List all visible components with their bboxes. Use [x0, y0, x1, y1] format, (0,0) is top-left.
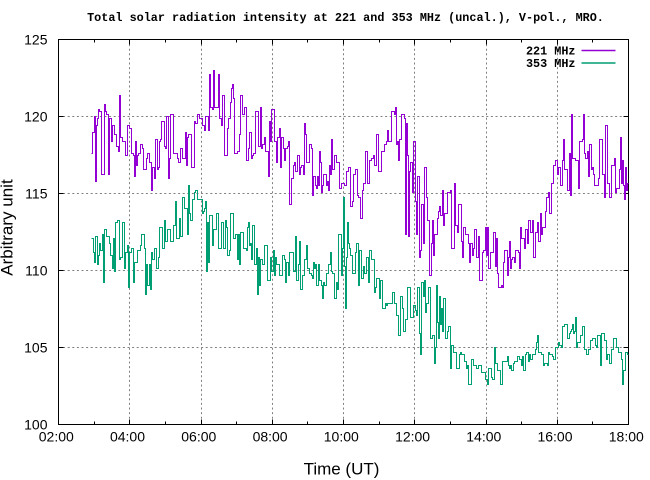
svg-text:120: 120	[24, 109, 48, 125]
svg-text:125: 125	[24, 32, 48, 48]
svg-text:353 MHz: 353 MHz	[526, 57, 576, 71]
svg-text:06:00: 06:00	[181, 429, 216, 445]
svg-text:14:00: 14:00	[466, 429, 501, 445]
svg-text:100: 100	[24, 417, 48, 433]
svg-text:02:00: 02:00	[39, 429, 74, 445]
svg-text:221 MHz: 221 MHz	[526, 45, 576, 59]
svg-text:Time (UT): Time (UT)	[304, 460, 380, 479]
svg-text:16:00: 16:00	[537, 429, 572, 445]
svg-text:Arbitrary unit: Arbitrary unit	[0, 179, 17, 276]
svg-text:Total solar radiation intensit: Total solar radiation intensity at 221 a…	[87, 11, 604, 25]
svg-text:110: 110	[25, 263, 48, 279]
svg-text:04:00: 04:00	[110, 429, 145, 445]
svg-text:10:00: 10:00	[324, 429, 359, 445]
svg-text:105: 105	[24, 340, 48, 356]
svg-text:08:00: 08:00	[253, 429, 288, 445]
svg-text:18:00: 18:00	[609, 429, 644, 445]
svg-text:12:00: 12:00	[395, 429, 430, 445]
svg-text:115: 115	[25, 186, 48, 202]
